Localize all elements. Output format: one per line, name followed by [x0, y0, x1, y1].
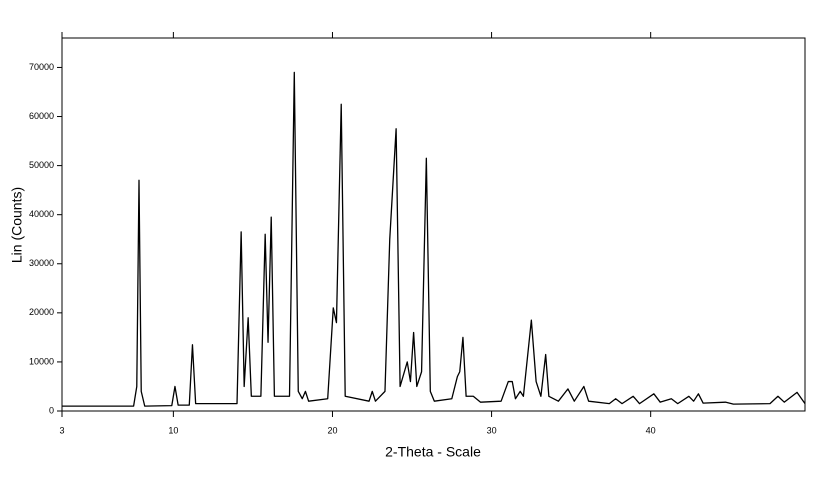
y-tick-label: 0 — [49, 405, 54, 415]
y-tick-label: 20000 — [29, 307, 54, 317]
x-tick-label: 20 — [327, 425, 337, 435]
y-tick-label: 50000 — [29, 160, 54, 170]
y-tick-label: 60000 — [29, 111, 54, 121]
x-tick-label: 3 — [59, 425, 64, 435]
y-tick-label: 10000 — [29, 356, 54, 366]
y-tick-label: 30000 — [29, 258, 54, 268]
plot-frame — [61, 37, 806, 412]
x-tick-label: 40 — [646, 425, 656, 435]
y-tick-label: 40000 — [29, 209, 54, 219]
x-axis-label: 2-Theta - Scale — [385, 444, 481, 460]
diffraction-line — [62, 71, 806, 407]
x-tick-label: 10 — [168, 425, 178, 435]
y-tick-label: 70000 — [29, 62, 54, 72]
x-tick-label: 30 — [487, 425, 497, 435]
y-axis-label: Lin (Counts) — [9, 187, 25, 263]
